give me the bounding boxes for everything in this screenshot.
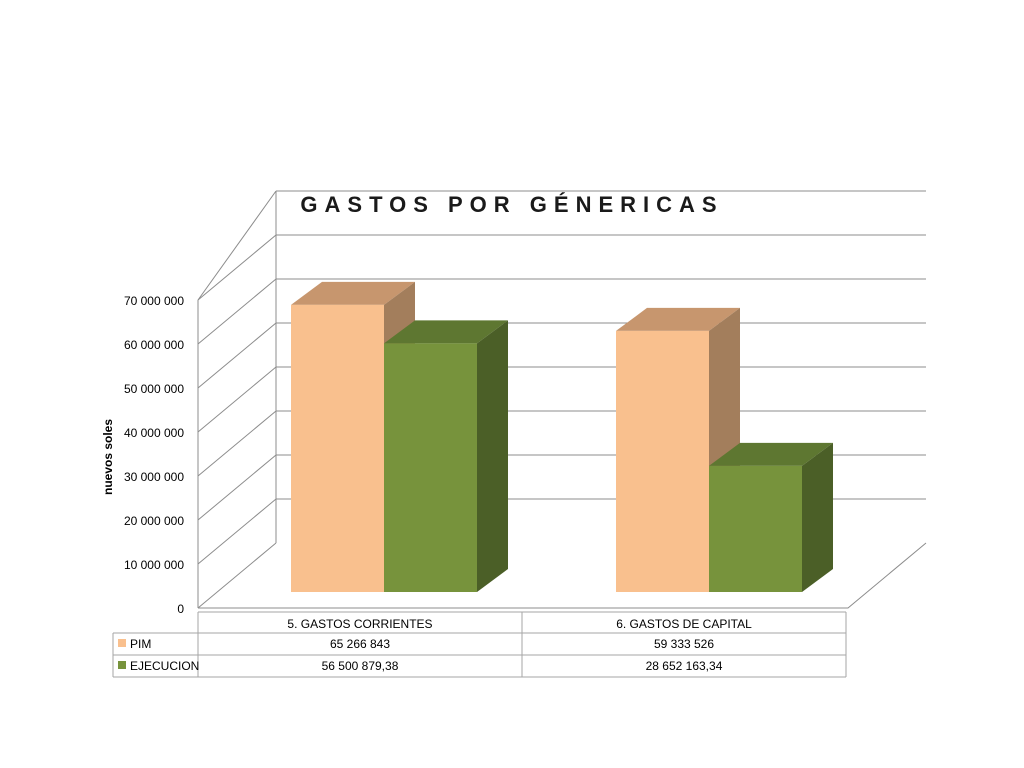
x-tick-label: 5. GASTOS CORRIENTES [287, 617, 432, 631]
y-tick-label: 50 000 000 [124, 382, 184, 396]
data-label: 59 333 526 [654, 637, 714, 651]
bar-top [709, 442, 833, 466]
side-wall-line [197, 366, 277, 433]
x-tick-label: 6. GASTOS DE CAPITAL [616, 617, 752, 631]
side-wall-line [197, 542, 277, 609]
bar-ejecucion [384, 343, 477, 592]
y-tick-label: 70 000 000 [124, 294, 184, 308]
chart-title: GASTOS POR GÉNERICAS [300, 192, 724, 217]
y-tick-label: 10 000 000 [124, 558, 184, 572]
side-wall-line [197, 454, 277, 521]
bar-top [384, 320, 508, 344]
legend-swatch [118, 639, 126, 647]
bar-top [616, 307, 740, 331]
side-wall-line [197, 322, 277, 389]
side-wall-line [197, 234, 277, 301]
y-tick-label: 40 000 000 [124, 426, 184, 440]
bar-pim [291, 304, 384, 592]
y-tick-label: 30 000 000 [124, 470, 184, 484]
legend-swatch [118, 661, 126, 669]
legend-label: EJECUCION [130, 659, 199, 673]
side-wall-line [197, 278, 277, 345]
data-label: 65 266 843 [330, 637, 390, 651]
bar-top [291, 281, 415, 305]
y-tick-label: 60 000 000 [124, 338, 184, 352]
bar-pim [616, 330, 709, 592]
y-axis-label: nuevos soles [101, 419, 115, 495]
side-wall-line [197, 190, 277, 301]
data-label: 28 652 163,34 [646, 659, 723, 673]
bar-side [477, 320, 508, 592]
legend-label: PIM [130, 637, 151, 651]
side-wall-line [197, 410, 277, 477]
bar-ejecucion [709, 465, 802, 592]
data-label: 56 500 879,38 [322, 659, 399, 673]
bar-side [802, 442, 833, 592]
y-tick-label: 0 [177, 602, 184, 616]
y-tick-label: 20 000 000 [124, 514, 184, 528]
floor-edge [198, 542, 927, 609]
side-wall-line [197, 498, 277, 565]
